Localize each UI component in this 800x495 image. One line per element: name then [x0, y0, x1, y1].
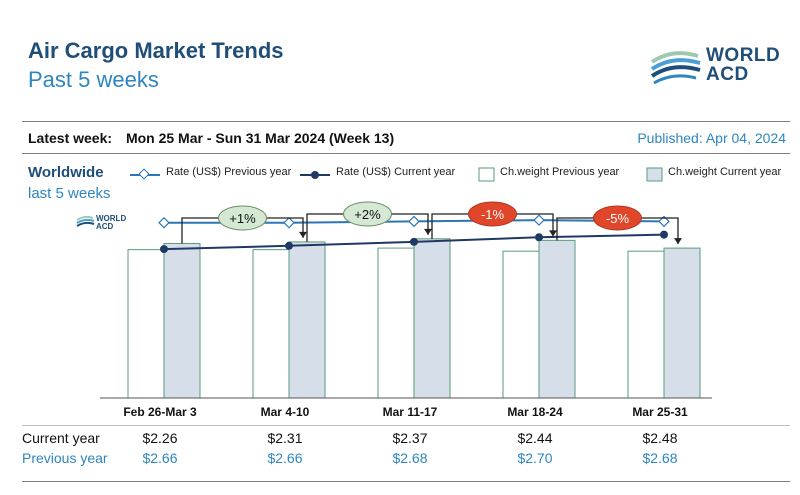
- point-rate-prev: [408, 215, 420, 228]
- worldacd-swoosh-icon: [650, 51, 701, 85]
- point-rate-prev: [158, 216, 170, 229]
- current-year-rate: $2.37: [392, 430, 428, 446]
- bar-chweight-cur: [538, 239, 576, 399]
- current-year-rate: $2.26: [142, 430, 178, 446]
- current-year-label: Current year: [22, 430, 100, 446]
- change-badge-label: -5%: [606, 211, 630, 226]
- latest-week-label: Latest week:: [28, 130, 113, 146]
- change-badge: [468, 201, 517, 227]
- bar-chweight-prev: [627, 250, 665, 399]
- x-tick-label: Mar 4-10: [260, 405, 310, 419]
- legend-cw-cur-label: Ch.weight Current year: [668, 166, 782, 178]
- chart-logo-line2: ACD: [96, 222, 114, 231]
- current-year-rate: $2.44: [517, 430, 553, 446]
- published-date: Published: Apr 04, 2024: [637, 130, 786, 146]
- bar-chweight-cur: [413, 238, 451, 399]
- current-year-rate: $2.48: [642, 430, 678, 446]
- previous-year-rate: $2.66: [267, 450, 303, 466]
- bar-chweight-cur: [663, 247, 701, 399]
- bar-chweight-prev: [127, 249, 165, 399]
- change-arrowhead: [674, 238, 682, 245]
- x-tick-label: Mar 11-17: [382, 405, 438, 419]
- x-tick-label: Mar 18-24: [507, 405, 563, 419]
- legend-rate-cur-label: Rate (US$) Current year: [336, 166, 456, 178]
- change-arrowhead: [299, 231, 307, 238]
- region-period: last 5 weeks: [28, 185, 111, 202]
- logo-text-line1: WORLD: [706, 45, 781, 66]
- previous-year-rate: $2.68: [642, 450, 678, 466]
- worldacd-logo: WORLD ACD: [648, 42, 788, 92]
- point-rate-cur: [285, 241, 293, 250]
- bar-chweight-prev: [377, 247, 415, 399]
- change-badge-label: +2%: [354, 207, 381, 222]
- legend-rate-prev-label: Rate (US$) Previous year: [166, 166, 292, 178]
- x-tick-label: Mar 25-31: [632, 405, 688, 419]
- bar-chweight-cur: [163, 242, 201, 399]
- legend-cw-prev-label: Ch.weight Previous year: [500, 166, 620, 178]
- previous-year-label: Previous year: [22, 450, 108, 466]
- bottom-divider: [22, 481, 790, 482]
- page-title: Air Cargo Market Trends: [28, 38, 284, 63]
- header-divider: [22, 153, 790, 154]
- chart-watermark-logo: WORLD ACD: [76, 213, 136, 233]
- bar-chweight-prev: [502, 250, 540, 399]
- bar-chweight-cur: [288, 241, 326, 399]
- previous-year-rate: $2.66: [142, 450, 178, 466]
- x-tick-label: Feb 26-Mar 3: [123, 405, 197, 419]
- change-badge: [343, 201, 392, 227]
- previous-year-rate: $2.68: [392, 450, 428, 466]
- point-rate-cur: [410, 237, 418, 246]
- point-rate-prev: [658, 215, 670, 228]
- point-rate-cur: [535, 233, 543, 242]
- previous-year-rate: $2.70: [517, 450, 553, 466]
- logo-text-line2: ACD: [706, 64, 749, 85]
- page-subtitle: Past 5 weeks: [28, 67, 159, 92]
- top-divider: [22, 121, 790, 122]
- logo-text: WORLD ACD: [706, 46, 780, 84]
- point-rate-prev: [283, 216, 295, 229]
- change-arrowhead: [424, 228, 432, 235]
- point-rate-cur: [660, 230, 668, 239]
- chart-logo-line1: WORLD: [96, 214, 127, 223]
- latest-week-value: Mon 25 Mar - Sun 31 Mar 2024 (Week 13): [125, 130, 395, 146]
- change-arrows-layer: +1% +2% -1% -5%: [181, 201, 682, 245]
- current-year-rate: $2.31: [267, 430, 303, 446]
- point-rate-prev: [533, 214, 545, 226]
- latest-week: Latest week: Mon 25 Mar - Sun 31 Mar 202…: [28, 130, 394, 146]
- region-name: Worldwide: [28, 164, 104, 181]
- change-badge-label: -1%: [481, 207, 505, 222]
- change-badge: [593, 205, 642, 231]
- change-badge: [218, 205, 267, 231]
- table-divider: [22, 425, 790, 426]
- point-rate-cur: [160, 245, 168, 254]
- change-arrowhead: [549, 230, 557, 237]
- bars-layer: [127, 238, 701, 399]
- change-badge-label: +1%: [229, 211, 256, 226]
- chart-logo-text: WORLD ACD: [96, 215, 126, 231]
- bar-chweight-prev: [252, 249, 290, 399]
- chart-logo-swoosh-icon: [76, 215, 95, 227]
